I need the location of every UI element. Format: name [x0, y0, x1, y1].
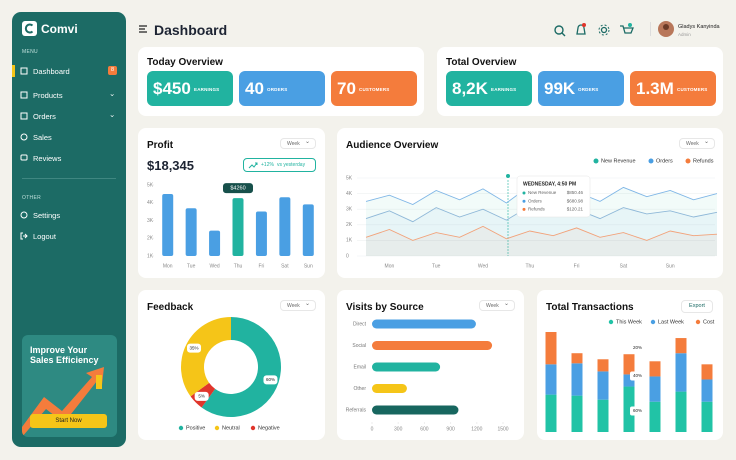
menu-toggle[interactable] [138, 24, 148, 34]
stat-value: 8,2K [452, 79, 488, 98]
card-title: Feedback [147, 302, 194, 313]
change: +12% [261, 162, 274, 168]
badge: 8 [108, 66, 117, 75]
chevron: ⌄ [109, 110, 116, 119]
menu-label: Reviews [33, 154, 62, 163]
change-note: vs yesterday [277, 162, 306, 168]
stat-label: ORDERS [578, 87, 599, 92]
card-title: Today Overview [147, 57, 223, 68]
avatar[interactable] [658, 21, 674, 37]
divider [650, 22, 651, 36]
menu-item[interactable]: Dashboard 8 [20, 65, 119, 77]
promo-title: Improve Your Sales Efficiency [30, 345, 99, 365]
stat-tile: 8,2K EARNINGS [446, 71, 532, 106]
stat-label: CUSTOMERS [359, 87, 390, 92]
chevron: ⌄ [109, 89, 116, 98]
sidebar: Comvi MENU Dashboard 8 Products ⌄ Orders… [12, 12, 126, 447]
menu-label: MENU [22, 49, 38, 55]
stat-tile: $450 EARNINGS [147, 71, 233, 106]
promo-card: Improve Your Sales Efficiency Start Now [22, 335, 117, 437]
menu-label: Sales [33, 133, 52, 142]
feedback-card: Feedback Week [138, 290, 325, 440]
promo-art [22, 367, 104, 437]
filter[interactable]: Week [280, 299, 316, 311]
stat-value: 70 [337, 79, 356, 98]
menu-item[interactable]: Reviews [20, 152, 119, 164]
menu-label: Settings [33, 211, 61, 220]
brand: Comvi [41, 22, 78, 36]
user-role: Admin [678, 32, 691, 37]
header-icons[interactable] [552, 22, 642, 38]
menu-label: Products [33, 91, 63, 100]
icon [20, 232, 28, 240]
audience-card: Audience Overview Week [337, 128, 723, 278]
stat-label: EARNINGS [491, 87, 517, 92]
active-indicator [12, 65, 15, 77]
stat-value: 1.3M [636, 79, 674, 98]
profit-card: Profit Week $18,345 +12% vs yesterday [138, 128, 325, 278]
stat-tile: 99K ORDERS [538, 71, 624, 106]
card-title: Visits by Source [346, 302, 424, 313]
icon [20, 133, 28, 141]
visits-card: Visits by Source Week [337, 290, 524, 440]
filter[interactable]: Week [280, 137, 316, 149]
menu-item[interactable]: Settings [20, 209, 119, 221]
icon [20, 67, 28, 75]
card-title: Audience Overview [346, 140, 439, 151]
page-title: Dashboard [154, 22, 228, 38]
icon [20, 112, 28, 120]
stat-value: 99K [544, 79, 576, 98]
trend-icon [248, 162, 258, 169]
icon [20, 154, 28, 161]
stat-label: EARNINGS [194, 87, 220, 92]
card-title: Total Overview [446, 57, 517, 68]
profit-amount: $18,345 [147, 158, 194, 173]
stat-label: CUSTOMERS [677, 87, 708, 92]
export-button[interactable]: Export [681, 300, 713, 313]
menu-item[interactable]: Sales [20, 131, 119, 143]
stat-value: 40 [245, 79, 264, 98]
user-name: Gladys Kanyinda [678, 24, 720, 30]
other-label: OTHER [22, 195, 41, 201]
promo-button[interactable]: Start Now [30, 414, 107, 428]
menu-item[interactable]: Logout [20, 230, 119, 242]
stat-value: $450 [153, 79, 191, 98]
menu-item[interactable]: Products ⌄ [20, 89, 119, 101]
transactions-card: Total Transactions Export [537, 290, 723, 440]
menu-item[interactable]: Orders ⌄ [20, 110, 119, 122]
stat-tile: 1.3M CUSTOMERS [630, 71, 716, 106]
stat-tile: 70 CUSTOMERS [331, 71, 417, 106]
change-pill: +12% vs yesterday [243, 158, 316, 172]
separator [22, 178, 116, 179]
icon [20, 211, 28, 219]
card-title: Total Transactions [546, 302, 634, 313]
menu-label: Logout [33, 232, 56, 241]
stat-label: ORDERS [267, 87, 288, 92]
menu-label: Orders [33, 112, 56, 121]
card-title: Profit [147, 140, 174, 151]
menu-label: Dashboard [33, 67, 70, 76]
icon [20, 91, 28, 99]
stat-tile: 40 ORDERS [239, 71, 325, 106]
logo-icon [22, 21, 37, 36]
filter[interactable]: Week [479, 299, 515, 311]
filter[interactable]: Week [679, 137, 715, 149]
